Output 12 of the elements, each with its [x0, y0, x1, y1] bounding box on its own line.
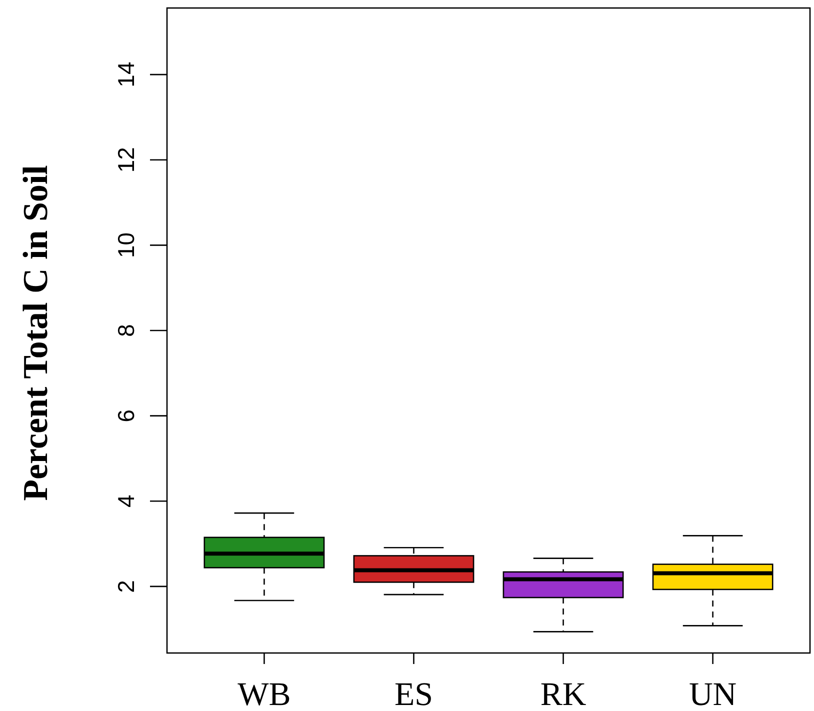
- y-tick-label: 10: [113, 232, 139, 258]
- x-tick-label: RK: [540, 677, 586, 711]
- y-tick-label: 12: [113, 147, 139, 173]
- y-tick-label: 8: [113, 324, 139, 337]
- x-tick-label: UN: [688, 677, 737, 711]
- y-tick-label: 2: [113, 580, 139, 593]
- y-tick-label: 6: [113, 409, 139, 422]
- y-tick-label: 4: [113, 494, 139, 508]
- x-tick-label: ES: [394, 677, 433, 711]
- y-axis-title: Percent Total C in Soil: [16, 164, 55, 501]
- y-tick-label: 14: [113, 62, 139, 88]
- x-tick-label: WB: [238, 677, 291, 711]
